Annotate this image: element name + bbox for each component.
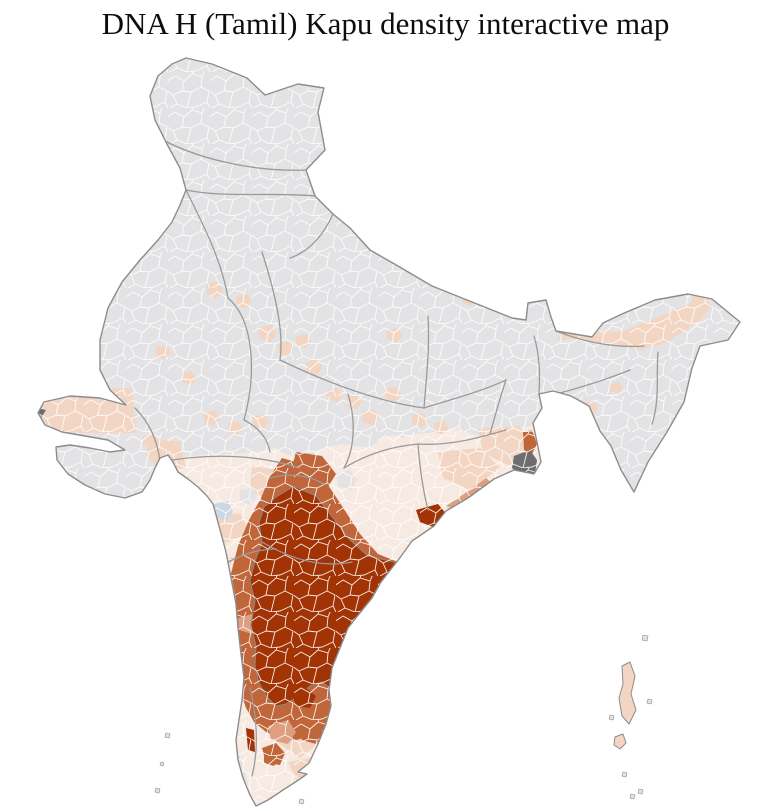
region-island-specks[interactable] [154,634,653,805]
state-borders [134,139,659,777]
region-west-maharashtra-cluster[interactable] [156,518,196,556]
region-mumbai-coast-district[interactable] [150,496,163,513]
region-andaman-islands[interactable] [613,661,637,750]
region-karnataka-central-district-2[interactable] [192,620,215,642]
district-borders-mesh [38,58,740,806]
page-title: DNA H (Tamil) Kapu density interactive m… [101,6,670,41]
region-karnataka-central-district-1[interactable] [186,585,213,612]
islands [154,634,653,805]
